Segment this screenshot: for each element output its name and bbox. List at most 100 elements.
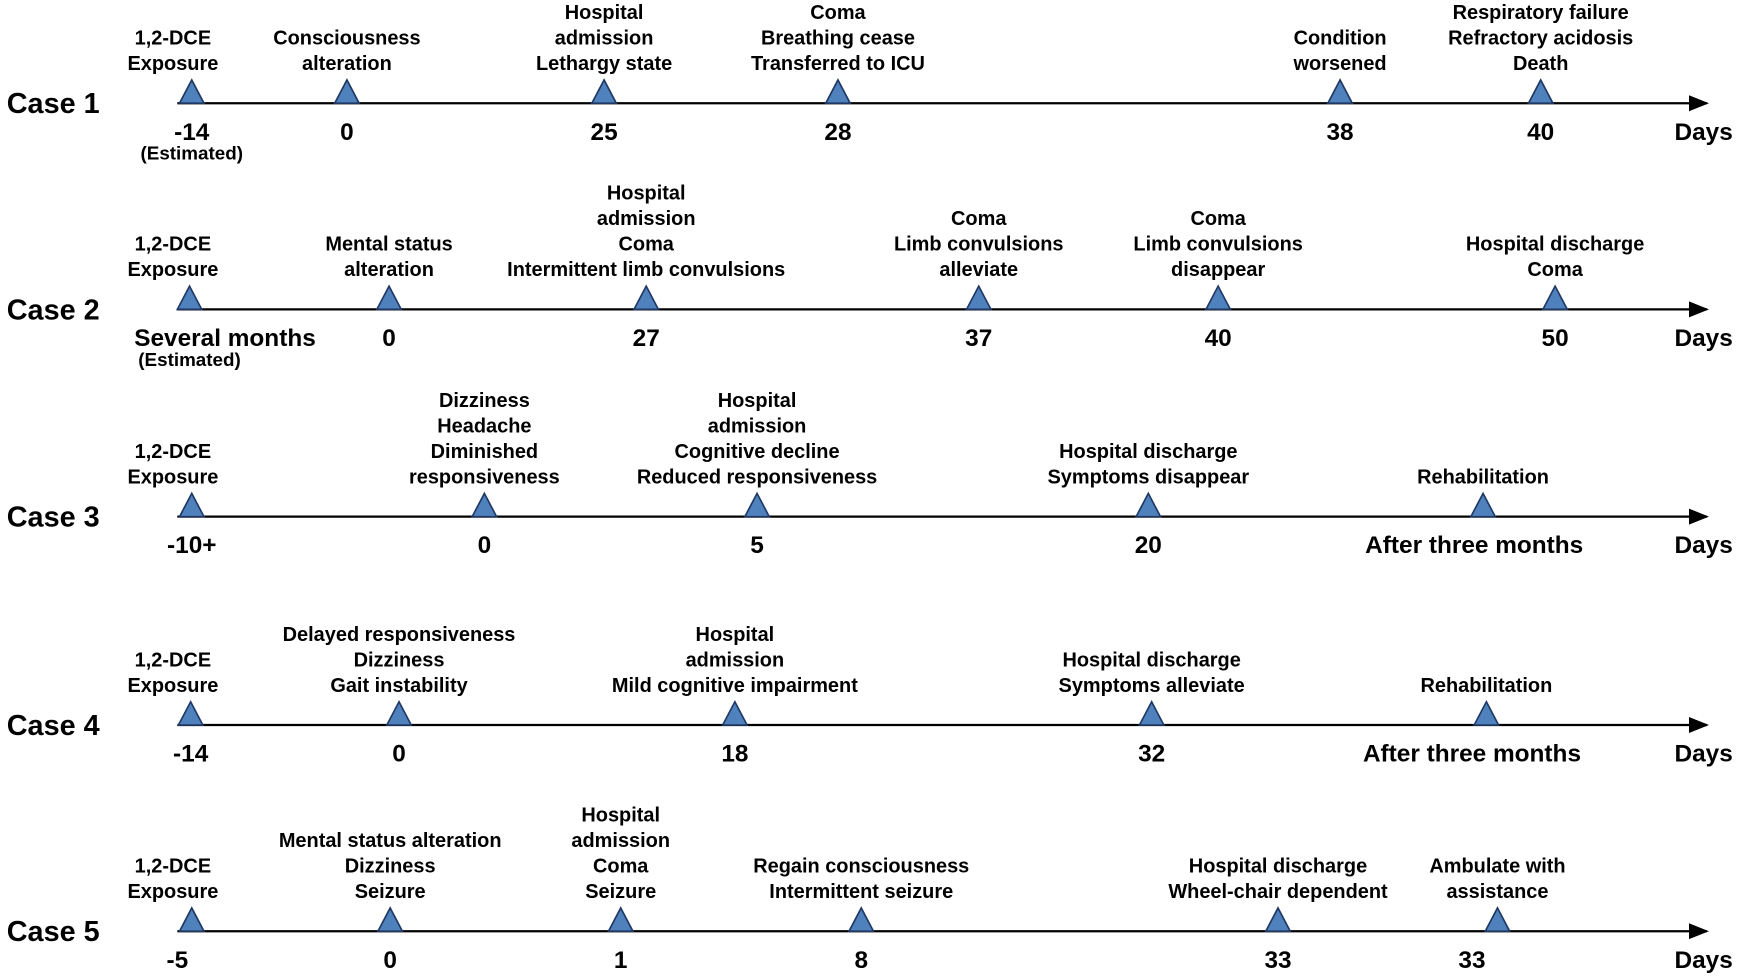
event-marker (177, 699, 205, 726)
event-text: Symptoms alleviate (1059, 675, 1245, 697)
event-text: Regain consciousness (753, 855, 969, 877)
event-text: 1,2-DCE (135, 441, 211, 463)
event-text: admission (571, 830, 670, 852)
day-label: 27 (633, 325, 660, 352)
event-text: alteration (302, 53, 392, 75)
event-marker (178, 78, 206, 105)
day-label: 1 (614, 947, 628, 974)
case-label: Case 5 (7, 916, 100, 948)
day-label: 0 (382, 325, 396, 352)
event-marker (375, 284, 403, 311)
event-text: admission (708, 415, 807, 437)
event-text: Seizure (355, 881, 426, 903)
event-text: admission (686, 649, 785, 671)
event-text: Exposure (127, 259, 218, 281)
day-label: 40 (1205, 325, 1232, 352)
day-label: 32 (1138, 741, 1165, 768)
day-label: 18 (721, 741, 748, 768)
day-label: -10+ (167, 532, 216, 559)
event-text: Hospital (581, 804, 660, 826)
event-text: Transferred to ICU (751, 53, 925, 75)
event-marker (1134, 491, 1162, 518)
day-label: -14 (174, 119, 210, 146)
event-marker (1264, 906, 1292, 933)
day-label: -5 (167, 947, 189, 974)
event-text: Respiratory failure (1453, 2, 1629, 24)
event-text: 1,2-DCE (135, 27, 211, 49)
event-text: Ambulate with (1429, 855, 1565, 877)
day-label: 0 (383, 947, 397, 974)
event-marker (632, 284, 660, 311)
event-marker (376, 906, 404, 933)
event-text: Hospital (696, 624, 775, 646)
day-label: 8 (854, 947, 868, 974)
event-text: Hospital discharge (1062, 649, 1240, 671)
day-label: -14 (173, 741, 209, 768)
event-text: Diminished (431, 441, 538, 463)
event-marker (590, 78, 618, 105)
event-text: 1,2-DCE (135, 855, 211, 877)
event-text: Mental status alteration (279, 830, 502, 852)
event-text: Coma (951, 208, 1007, 230)
event-marker (1527, 78, 1555, 105)
event-text: Intermittent limb convulsions (507, 259, 785, 281)
event-marker (824, 78, 852, 105)
event-text: Limb convulsions (1133, 234, 1303, 256)
unit-label: Days (1674, 325, 1732, 352)
event-text: Exposure (127, 53, 218, 75)
event-marker (333, 78, 361, 105)
event-marker (721, 699, 749, 726)
event-text: Exposure (127, 881, 218, 903)
day-label: 0 (392, 741, 406, 768)
event-text: Symptoms disappear (1047, 466, 1249, 488)
event-marker (847, 906, 875, 933)
event-marker (178, 906, 206, 933)
event-marker (1472, 699, 1500, 726)
event-marker (1541, 284, 1569, 311)
event-marker (1138, 699, 1166, 726)
event-marker (743, 491, 771, 518)
unit-label: Days (1674, 119, 1732, 146)
day-note: (Estimated) (138, 349, 241, 370)
event-marker (178, 491, 206, 518)
unit-label: Days (1674, 741, 1732, 768)
case-label: Case 4 (7, 710, 100, 742)
day-label: 37 (965, 325, 992, 352)
event-text: disappear (1171, 259, 1265, 281)
day-label: 20 (1135, 532, 1162, 559)
event-text: Dizziness (354, 649, 445, 671)
day-label: 33 (1458, 947, 1485, 974)
event-text: Hospital discharge (1189, 855, 1367, 877)
day-label: 28 (824, 119, 851, 146)
day-label: 38 (1327, 119, 1354, 146)
event-text: Seizure (585, 881, 656, 903)
event-marker (1483, 906, 1512, 933)
day-note: (Estimated) (140, 143, 243, 164)
event-text: Dizziness (345, 855, 436, 877)
event-text: Hospital (565, 2, 644, 24)
event-text: Coma (1527, 259, 1583, 281)
event-text: Delayed responsiveness (283, 624, 516, 646)
event-text: assistance (1446, 881, 1548, 903)
event-text: Lethargy state (536, 53, 672, 75)
event-text: 1,2-DCE (135, 234, 211, 256)
event-text: Coma (1190, 208, 1246, 230)
event-marker (1469, 491, 1497, 518)
day-label: 50 (1542, 325, 1569, 352)
event-text: Rehabilitation (1420, 675, 1552, 697)
event-text: Exposure (127, 675, 218, 697)
event-text: Condition (1294, 27, 1387, 49)
event-text: Exposure (127, 466, 218, 488)
unit-label: Days (1674, 947, 1732, 974)
event-text: alleviate (939, 259, 1018, 281)
event-text: Reduced responsiveness (637, 466, 877, 488)
event-marker (175, 284, 204, 311)
event-text: Hospital (718, 390, 797, 412)
day-label: After three months (1363, 741, 1581, 768)
case-label: Case 2 (7, 294, 100, 326)
event-marker (385, 699, 413, 726)
event-text: Hospital discharge (1059, 441, 1237, 463)
day-label: 40 (1527, 119, 1554, 146)
event-text: Consciousness (273, 27, 420, 49)
